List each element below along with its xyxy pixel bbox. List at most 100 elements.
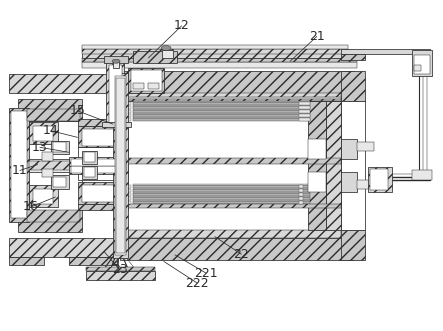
Bar	[69, 257, 117, 265]
Bar	[120, 185, 131, 188]
Bar	[370, 169, 388, 190]
Bar	[120, 106, 131, 109]
Text: 15: 15	[70, 104, 85, 118]
Bar	[120, 193, 131, 196]
Bar	[29, 161, 82, 170]
Bar	[113, 62, 119, 68]
Bar	[133, 114, 310, 117]
Bar	[120, 99, 341, 101]
Bar	[414, 55, 430, 74]
Bar	[299, 189, 303, 192]
Bar	[299, 201, 303, 204]
Bar	[341, 54, 365, 60]
Bar	[133, 102, 310, 105]
Bar	[82, 49, 348, 54]
Bar	[18, 99, 82, 121]
Bar	[84, 152, 95, 162]
Bar	[414, 65, 421, 71]
Bar	[133, 193, 310, 196]
Bar	[120, 110, 131, 113]
Bar	[120, 158, 341, 164]
Bar	[82, 51, 343, 58]
Bar	[299, 118, 310, 121]
Bar	[82, 166, 97, 179]
Bar	[299, 185, 303, 188]
Bar	[27, 109, 80, 121]
Bar	[133, 113, 310, 114]
Bar	[29, 159, 82, 172]
Bar	[299, 106, 310, 109]
Bar	[357, 180, 374, 189]
Bar	[120, 102, 131, 105]
Bar	[120, 93, 341, 101]
Bar	[82, 129, 126, 146]
Text: 11: 11	[12, 164, 28, 177]
Bar	[133, 192, 310, 193]
Bar	[128, 68, 164, 93]
Text: 12: 12	[174, 19, 190, 32]
Bar	[86, 271, 155, 280]
Bar	[78, 147, 128, 180]
Text: 22: 22	[233, 248, 249, 261]
Bar	[133, 201, 310, 204]
Bar	[51, 141, 69, 154]
Bar	[133, 83, 144, 89]
Bar	[341, 49, 430, 54]
Bar	[69, 166, 128, 174]
Bar	[53, 177, 66, 187]
Text: 16: 16	[23, 200, 39, 213]
Text: 13: 13	[32, 141, 48, 154]
Bar	[113, 73, 128, 258]
Bar	[18, 210, 82, 232]
Bar	[133, 185, 310, 188]
Bar	[82, 185, 126, 202]
Bar	[120, 238, 354, 260]
Bar	[71, 159, 126, 166]
Bar	[299, 102, 310, 105]
Bar	[131, 70, 162, 91]
Bar	[133, 105, 310, 106]
Bar	[341, 139, 357, 159]
Bar	[104, 56, 128, 63]
Bar	[115, 76, 126, 255]
Bar	[78, 204, 128, 210]
Bar	[133, 109, 310, 110]
Bar	[71, 166, 126, 173]
Bar	[341, 101, 365, 230]
Bar	[133, 106, 310, 109]
Bar	[120, 201, 131, 204]
Bar	[162, 50, 173, 58]
Bar	[133, 188, 310, 189]
Ellipse shape	[161, 46, 171, 51]
Text: 21: 21	[309, 30, 325, 43]
Bar	[326, 101, 341, 230]
Bar	[9, 108, 29, 222]
Bar	[133, 118, 310, 121]
Text: 14: 14	[43, 124, 59, 137]
Bar	[120, 114, 131, 117]
Bar	[106, 61, 124, 126]
Bar	[120, 230, 341, 238]
Bar	[42, 169, 53, 177]
Ellipse shape	[112, 59, 120, 63]
Text: 23: 23	[112, 263, 128, 276]
Text: 222: 222	[185, 276, 209, 290]
Bar	[78, 126, 128, 147]
Bar	[109, 65, 122, 124]
Bar	[86, 267, 155, 271]
Bar	[341, 172, 357, 192]
Bar	[299, 193, 303, 196]
Bar	[299, 110, 310, 113]
Bar	[33, 189, 53, 204]
Bar	[120, 97, 341, 100]
Bar	[133, 184, 310, 185]
Bar	[299, 197, 303, 200]
Bar	[33, 126, 53, 141]
Bar	[102, 122, 131, 127]
Bar	[120, 189, 131, 192]
Bar	[29, 185, 58, 207]
Bar	[9, 257, 44, 265]
Bar	[341, 230, 365, 260]
Bar	[148, 83, 159, 89]
Bar	[82, 45, 348, 49]
